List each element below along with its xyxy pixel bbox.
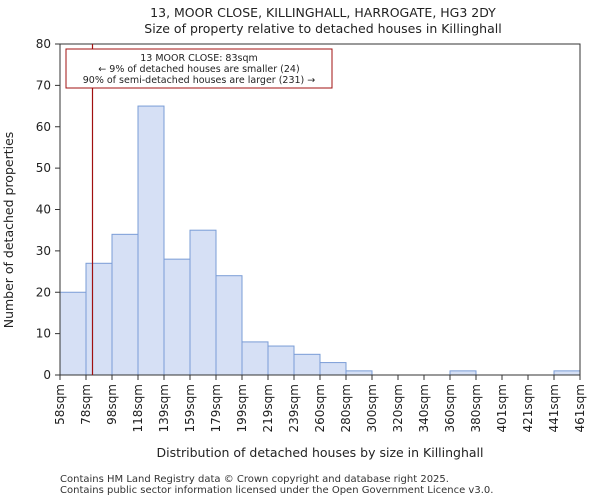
y-axis-label: Number of detached properties [1, 132, 16, 329]
x-tick-label: 380sqm [469, 384, 483, 432]
bar-280sqm [345, 370, 373, 376]
bar-98sqm [111, 233, 139, 376]
bar-260sqm [319, 362, 347, 376]
chart-title: 13, MOOR CLOSE, KILLINGHALL, HARROGATE, … [150, 5, 496, 20]
annotation-box [65, 48, 333, 89]
y-tick-label: 0 [43, 368, 51, 382]
bar-179sqm [215, 275, 243, 376]
x-tick-label: 320sqm [391, 384, 405, 432]
bar-78sqm [85, 262, 113, 376]
x-tick-label: 441sqm [547, 384, 561, 432]
bar-159sqm [189, 229, 217, 376]
y-tick-label: 60 [36, 120, 51, 134]
y-tick-label: 10 [36, 327, 51, 341]
histogram-chart: 13, MOOR CLOSE, KILLINGHALL, HARROGATE, … [1, 5, 587, 460]
bar-139sqm [163, 258, 191, 376]
bar-219sqm [267, 345, 295, 376]
bar-58sqm [59, 291, 87, 376]
plot-frame [59, 43, 581, 376]
chart-subtitle: Size of property relative to detached ho… [144, 21, 501, 36]
y-tick-label: 40 [36, 203, 51, 217]
y-tick-label: 80 [36, 37, 51, 51]
x-tick-label: 421sqm [521, 384, 535, 432]
annotation-line-1: 13 MOOR CLOSE: 83sqm [140, 53, 258, 64]
x-tick-label: 58sqm [53, 384, 67, 425]
y-tick-label: 70 [36, 78, 51, 92]
x-tick-label: 401sqm [495, 384, 509, 432]
footer-copyright: Contains HM Land Registry data © Crown c… [60, 474, 449, 485]
annotation-line-3: 90% of semi-detached houses are larger (… [83, 75, 316, 86]
x-tick-label: 98sqm [105, 384, 119, 425]
footer-licence: Contains public sector information licen… [60, 485, 494, 496]
x-axis-label: Distribution of detached houses by size … [156, 445, 483, 460]
x-tick-label: 461sqm [573, 384, 587, 432]
y-axis-ticks: 0 10 20 30 40 50 60 70 80 [36, 37, 60, 382]
x-tick-label: 219sqm [261, 384, 275, 432]
x-tick-label: 280sqm [339, 384, 353, 432]
x-tick-label: 159sqm [183, 384, 197, 432]
x-tick-label: 78sqm [79, 384, 93, 425]
annotation-line-2: ← 9% of detached houses are smaller (24) [98, 64, 299, 75]
y-tick-label: 30 [36, 244, 51, 258]
x-tick-label: 239sqm [287, 384, 301, 432]
y-tick-label: 20 [36, 285, 51, 299]
x-tick-label: 199sqm [235, 384, 249, 432]
bar-239sqm [293, 353, 321, 376]
x-tick-label: 360sqm [443, 384, 457, 432]
bar-199sqm [241, 341, 269, 376]
bars [59, 105, 581, 376]
x-tick-label: 260sqm [313, 384, 327, 432]
y-tick-label: 50 [36, 161, 51, 175]
x-tick-label: 300sqm [365, 384, 379, 432]
x-axis-ticks: 58sqm 78sqm 98sqm 118sqm 139sqm 159sqm 179sqm 1… [53, 375, 587, 432]
bar-441sqm [553, 370, 581, 376]
x-tick-label: 340sqm [417, 384, 431, 432]
x-tick-label: 139sqm [157, 384, 171, 432]
bar-360sqm [449, 370, 477, 376]
bar-118sqm [137, 105, 165, 376]
x-tick-label: 118sqm [131, 384, 145, 432]
x-tick-label: 179sqm [209, 384, 223, 432]
